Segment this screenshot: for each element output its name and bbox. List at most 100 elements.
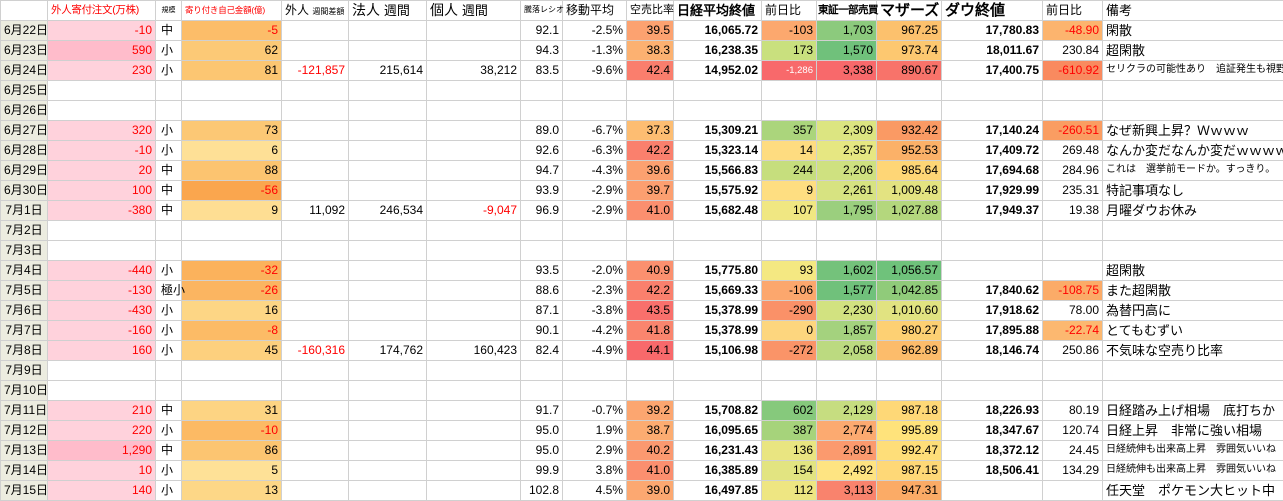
cell-mothers[interactable]: 973.74 [877,41,942,61]
cell-ratio[interactable]: 99.9 [521,461,563,481]
cell-remarks[interactable]: 特記事項なし [1103,181,1283,201]
cell-dow-chg[interactable] [1043,261,1103,281]
cell-short[interactable]: 37.3 [627,121,674,141]
cell-amount[interactable] [182,81,282,101]
cell-dow[interactable] [942,381,1043,401]
cell-remarks[interactable]: 月曜ダウお休み [1103,201,1283,221]
cell-dow-chg[interactable]: 80.19 [1043,401,1103,421]
cell-nikkei[interactable]: 16,497.85 [674,481,762,501]
cell-remarks[interactable]: また超閑散 [1103,281,1283,301]
cell-kojin[interactable] [427,161,521,181]
cell-date[interactable]: 7月5日 [1,281,48,301]
cell-hojin[interactable] [349,301,427,321]
cell-kojin[interactable] [427,101,521,121]
cell-dow-chg[interactable]: -610.92 [1043,61,1103,81]
cell-remarks[interactable]: セリクラの可能性あり 追証発生も視野 [1103,61,1283,81]
cell-ma[interactable]: -3.8% [563,301,627,321]
cell-kojin[interactable] [427,361,521,381]
cell-date[interactable]: 7月10日 [1,381,48,401]
cell-remarks[interactable]: なぜ新興上昇？Ｗｗｗｗ [1103,121,1283,141]
cell-nikkei[interactable] [674,221,762,241]
cell-kojin[interactable] [427,81,521,101]
cell-kojin[interactable] [427,221,521,241]
cell-ma[interactable]: -6.7% [563,121,627,141]
cell-nikkei-chg[interactable]: 154 [762,461,817,481]
cell-tosho[interactable]: 2,357 [817,141,877,161]
cell-remarks[interactable]: 日経続伸も出来高上昇 雰囲気いいね [1103,441,1283,461]
cell-remarks[interactable] [1103,81,1283,101]
cell-size[interactable]: 中 [156,21,182,41]
cell-nikkei-chg[interactable]: 107 [762,201,817,221]
cell-ma[interactable]: -6.3% [563,141,627,161]
cell-ratio[interactable] [521,101,563,121]
header-date[interactable] [1,1,48,21]
cell-dow-chg[interactable]: 134.29 [1043,461,1103,481]
cell-hojin[interactable]: 174,762 [349,341,427,361]
cell-tosho[interactable] [817,361,877,381]
cell-amount[interactable]: 5 [182,461,282,481]
cell-remarks[interactable]: 日経続伸も出来高上昇 雰囲気いいね [1103,461,1283,481]
cell-nikkei-chg[interactable]: 9 [762,181,817,201]
cell-tosho[interactable]: 1,857 [817,321,877,341]
cell-ma[interactable]: -2.9% [563,181,627,201]
cell-dow-chg[interactable]: 78.00 [1043,301,1103,321]
cell-tosho[interactable] [817,381,877,401]
cell-date[interactable]: 6月30日 [1,181,48,201]
cell-mothers[interactable]: 1,056.57 [877,261,942,281]
cell-kojin[interactable] [427,281,521,301]
cell-nikkei-chg[interactable]: 244 [762,161,817,181]
cell-mothers[interactable]: 1,042.85 [877,281,942,301]
cell-date[interactable]: 7月15日 [1,481,48,501]
cell-kojin[interactable] [427,381,521,401]
cell-kojin[interactable]: -9,047 [427,201,521,221]
cell-date[interactable]: 6月26日 [1,101,48,121]
cell-nikkei[interactable]: 15,309.21 [674,121,762,141]
cell-tosho[interactable]: 1,577 [817,281,877,301]
cell-mothers[interactable]: 987.15 [877,461,942,481]
cell-nikkei[interactable]: 15,323.14 [674,141,762,161]
cell-date[interactable]: 7月12日 [1,421,48,441]
cell-remarks[interactable]: 不気味な空売り比率 [1103,341,1283,361]
cell-dow[interactable]: 17,918.62 [942,301,1043,321]
cell-order[interactable]: -160 [48,321,156,341]
cell-nikkei[interactable] [674,101,762,121]
cell-order[interactable] [48,241,156,261]
cell-order[interactable] [48,221,156,241]
cell-ma[interactable]: 3.8% [563,461,627,481]
cell-mothers[interactable]: 992.47 [877,441,942,461]
cell-remarks[interactable]: なんか変だなんか変だｗｗｗｗ [1103,141,1283,161]
cell-short[interactable] [627,101,674,121]
cell-size[interactable] [156,361,182,381]
cell-gaijin[interactable] [282,41,349,61]
cell-mothers[interactable]: 932.42 [877,121,942,141]
cell-short[interactable]: 38.7 [627,421,674,441]
cell-nikkei-chg[interactable]: -290 [762,301,817,321]
cell-order[interactable]: 320 [48,121,156,141]
cell-size[interactable]: 小 [156,141,182,161]
cell-date[interactable]: 6月27日 [1,121,48,141]
header-dow-close[interactable]: ダウ終値 [942,1,1043,21]
cell-hojin[interactable] [349,361,427,381]
cell-dow[interactable]: 17,780.83 [942,21,1043,41]
cell-date[interactable]: 7月1日 [1,201,48,221]
cell-tosho[interactable] [817,241,877,261]
cell-mothers[interactable]: 952.53 [877,141,942,161]
cell-nikkei-chg[interactable] [762,381,817,401]
cell-size[interactable] [156,81,182,101]
cell-dow-chg[interactable] [1043,381,1103,401]
cell-order[interactable] [48,81,156,101]
cell-nikkei-chg[interactable] [762,361,817,381]
cell-remarks[interactable]: これは 選挙前モードか。すっきり。 [1103,161,1283,181]
cell-hojin[interactable] [349,221,427,241]
cell-amount[interactable]: 73 [182,121,282,141]
cell-nikkei-chg[interactable] [762,241,817,261]
cell-amount[interactable]: -32 [182,261,282,281]
cell-gaijin[interactable] [282,301,349,321]
cell-size[interactable]: 小 [156,301,182,321]
cell-remarks[interactable]: 超閑散 [1103,261,1283,281]
cell-size[interactable] [156,221,182,241]
cell-amount[interactable] [182,221,282,241]
cell-gaijin[interactable] [282,381,349,401]
cell-kojin[interactable] [427,121,521,141]
cell-mothers[interactable]: 962.89 [877,341,942,361]
